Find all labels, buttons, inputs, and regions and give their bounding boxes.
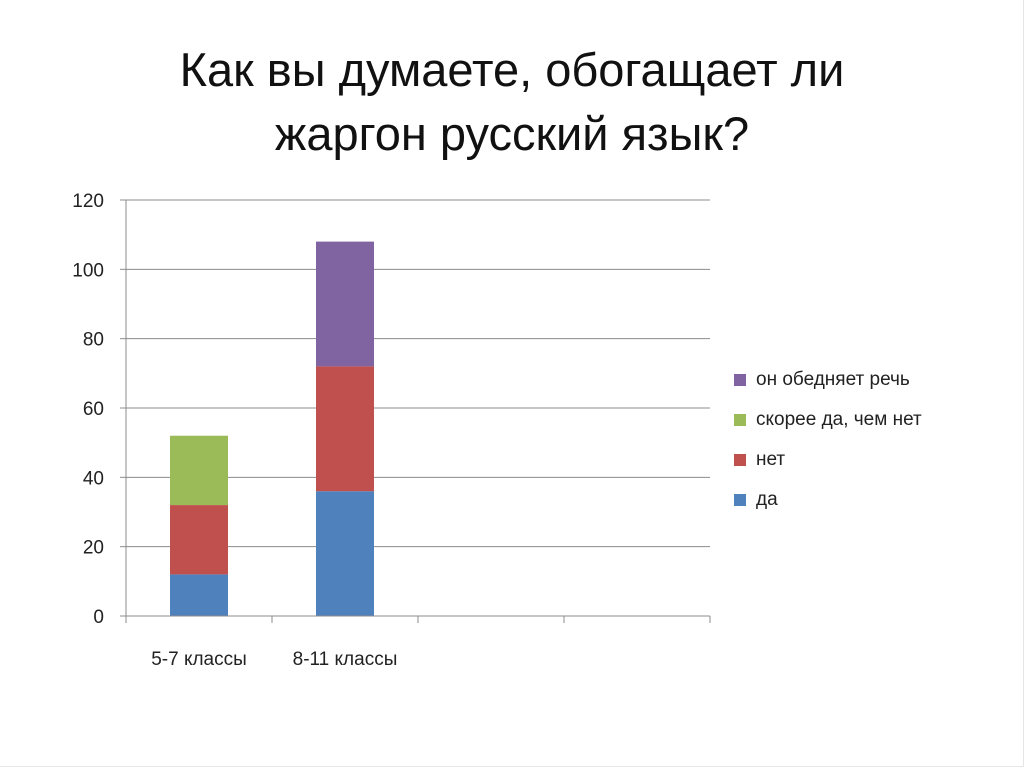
bars	[170, 241, 374, 616]
bar-segment	[316, 241, 374, 367]
y-tick-label: 60	[83, 399, 104, 420]
y-tick-label: 20	[83, 538, 104, 559]
slide-title: Как вы думаете, обогащает ли жаргон русс…	[70, 38, 954, 166]
legend-label: скорее да, чем нет	[756, 409, 922, 430]
y-tick-label: 80	[83, 330, 104, 351]
y-tick-label: 0	[93, 607, 104, 628]
legend-item: да	[734, 480, 1014, 520]
bar-segment	[170, 505, 228, 575]
bar-segment	[316, 366, 374, 492]
y-tick-label: 120	[72, 191, 104, 212]
tick-labels: 0 20 40 60 80 100 120 5-7 классы 8-11 классы	[72, 191, 397, 670]
legend-item: нет	[734, 440, 1014, 480]
legend-item: скорее да, чем нет	[734, 400, 1014, 440]
title-line-1: Как вы думаете, обогащает ли	[179, 43, 845, 96]
bar-segment	[316, 491, 374, 616]
legend-label: нет	[756, 449, 786, 470]
axes	[120, 199, 711, 623]
legend-swatch	[734, 414, 746, 426]
y-tick-label: 40	[83, 468, 104, 489]
x-category-label: 5-7 классы	[151, 649, 247, 670]
legend-swatch	[734, 454, 746, 466]
bar-segment	[170, 574, 228, 616]
title-line-2: жаргон русский язык?	[274, 107, 750, 160]
legend-item: он обедняет речь	[734, 360, 1014, 400]
x-category-label: 8-11 классы	[293, 649, 398, 670]
legend-label: да	[756, 489, 778, 510]
legend-label: он обедняет речь	[756, 369, 910, 390]
chart-legend: он обедняет речь скорее да, чем нет нет да	[734, 360, 1014, 520]
y-tick-label: 100	[72, 260, 104, 281]
legend-swatch	[734, 494, 746, 506]
legend-swatch	[734, 374, 746, 386]
bar-segment	[170, 435, 228, 506]
